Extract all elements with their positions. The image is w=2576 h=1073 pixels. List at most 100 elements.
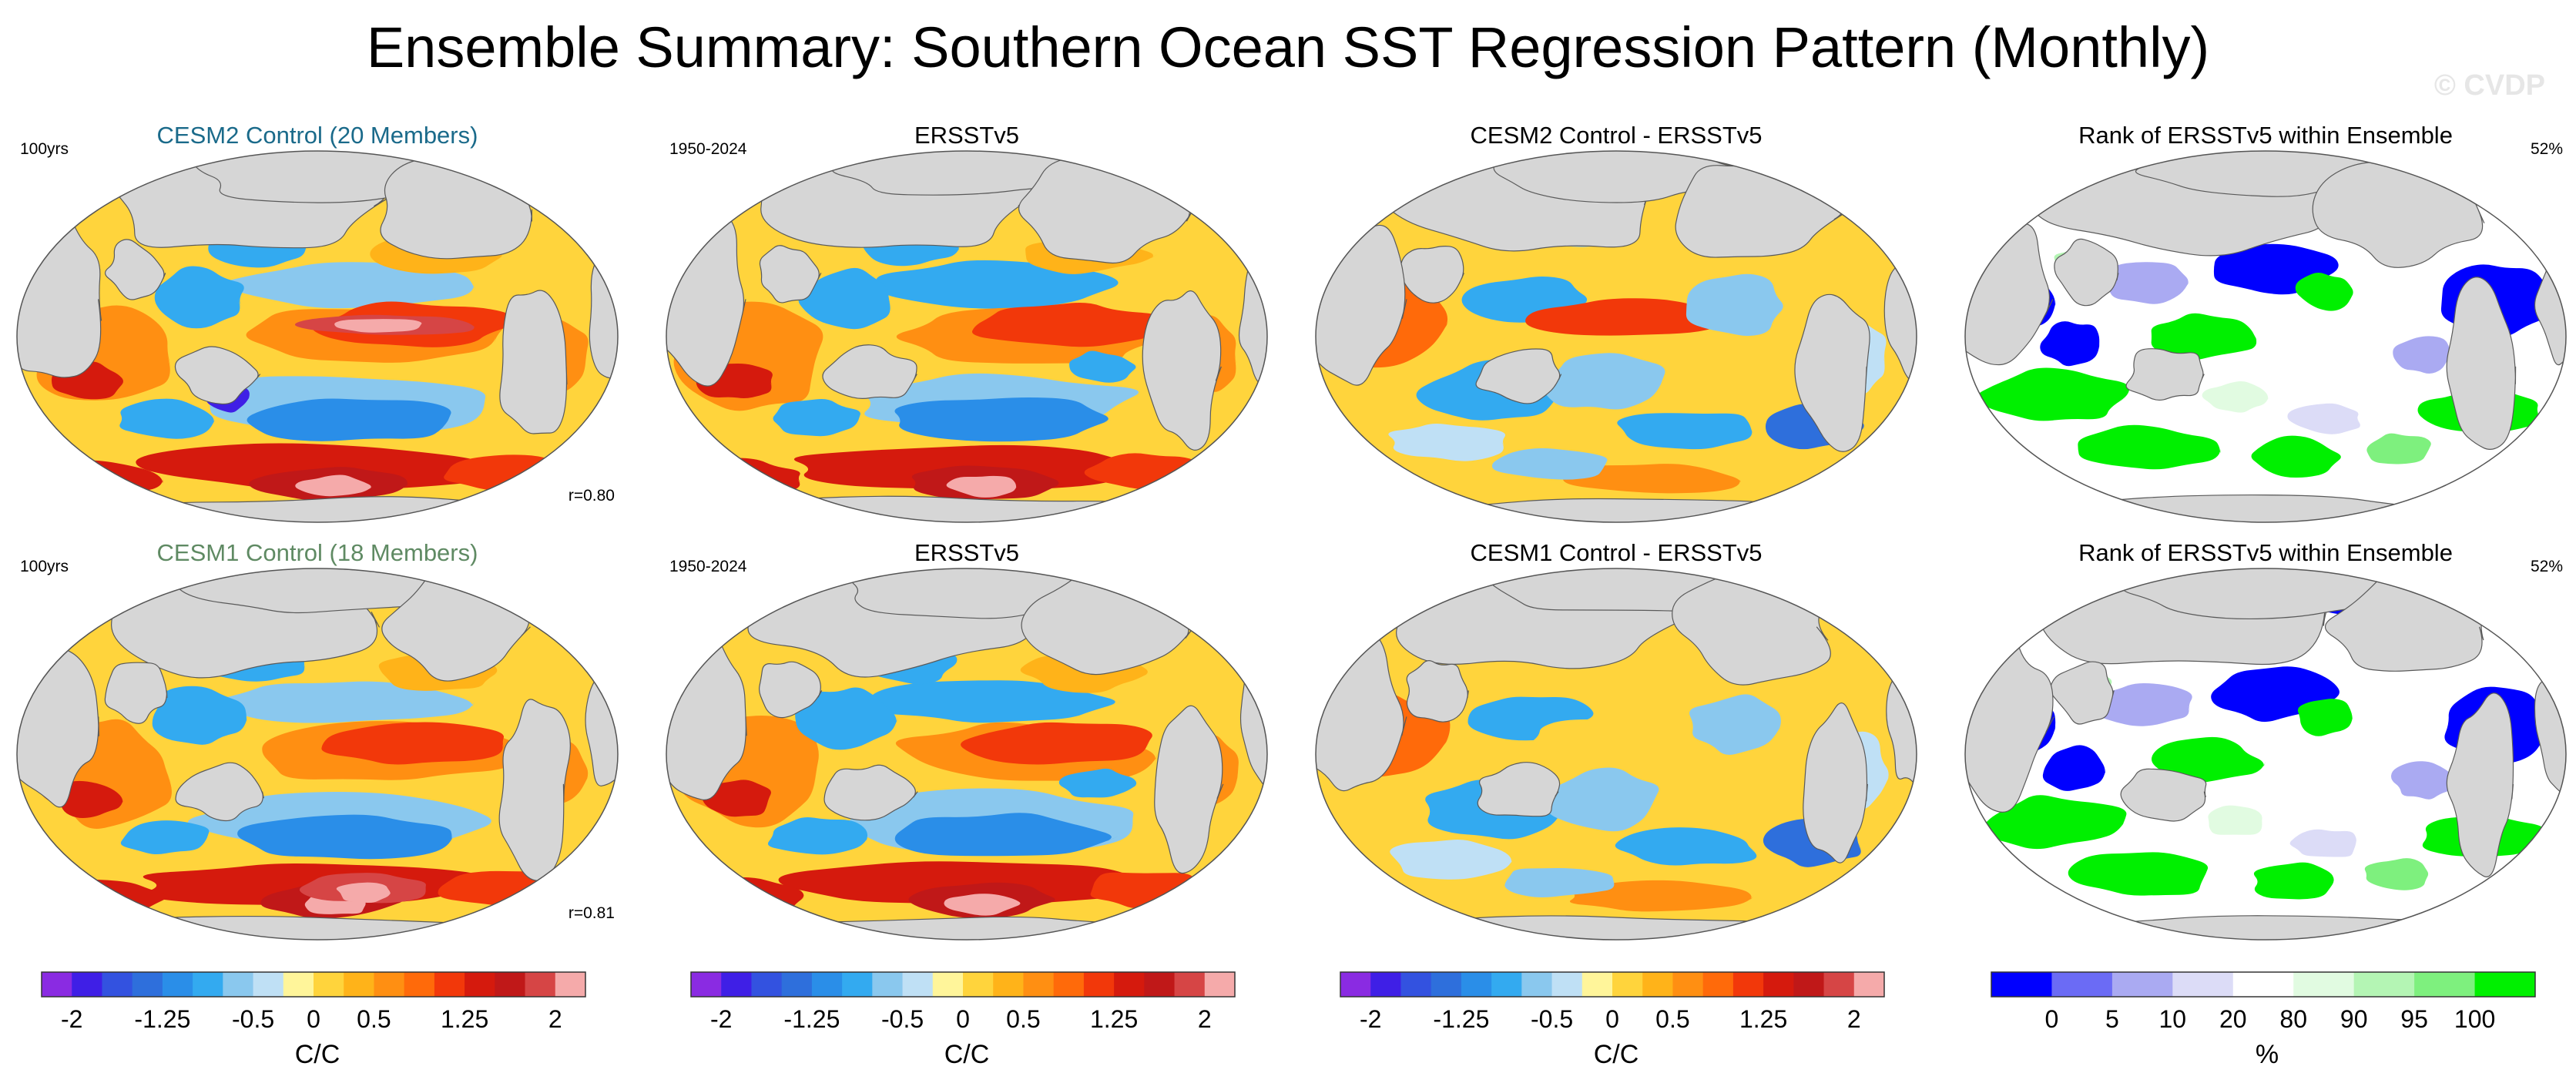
colorbar-frame xyxy=(1340,971,1885,998)
land-s-america xyxy=(1803,702,1868,863)
colorbar-swatch xyxy=(1083,972,1115,997)
field-contour xyxy=(2042,745,2106,791)
field-contour xyxy=(868,680,1124,723)
colorbar-tick-label: -0.5 xyxy=(232,1005,274,1033)
land-australia xyxy=(822,344,917,399)
colorbar-frame xyxy=(41,971,586,998)
colorbar-swatch xyxy=(1491,972,1522,997)
colorbar-tick-label: 0.5 xyxy=(1655,1005,1689,1033)
colorbar-tick-label: 80 xyxy=(2279,1005,2307,1033)
panel-r2-c3: CESM1 Control - ERSSTv5 xyxy=(1308,533,1924,949)
colorbar-swatch xyxy=(132,972,163,997)
field-contour xyxy=(1685,273,1786,337)
land-europe xyxy=(2515,591,2566,663)
field-contour xyxy=(1532,717,1712,753)
colorbar-swatch xyxy=(1823,972,1855,997)
field-contour xyxy=(2297,699,2353,736)
panel-r1-c4: Rank of ERSSTv5 within Ensemble 52% xyxy=(1957,116,2574,531)
land-antarctica xyxy=(2037,915,2531,940)
panel-r1-c3: CESM2 Control - ERSSTv5 xyxy=(1308,116,1924,531)
colorbar-swatch xyxy=(374,972,405,997)
cvdp-watermark: © CVDP xyxy=(2433,69,2545,102)
colorbar-swatch xyxy=(465,972,495,997)
field-contour xyxy=(1390,840,1513,880)
field-contour xyxy=(2152,736,2266,783)
field-contour xyxy=(136,443,502,491)
colorbar-swatch xyxy=(495,972,526,997)
field-contour xyxy=(2251,435,2344,478)
land-india xyxy=(104,239,166,300)
panel-period-label: 100yrs xyxy=(20,558,69,575)
field-contour xyxy=(798,267,891,330)
colorbar-tick-label: -2 xyxy=(61,1005,82,1033)
colorbar-swatch xyxy=(1642,972,1673,997)
land-europe xyxy=(2517,174,2566,250)
colorbar-swatch xyxy=(1581,972,1613,997)
colorbar-swatch xyxy=(1461,972,1492,997)
field-contour xyxy=(247,398,451,441)
land-australia xyxy=(174,346,261,405)
land-greenland xyxy=(2440,151,2503,189)
colorbar-tick-label: 0 xyxy=(307,1005,320,1033)
land-s-america xyxy=(2446,277,2517,450)
map-outline xyxy=(666,150,1268,523)
land-australia xyxy=(2125,348,2205,401)
field-contour xyxy=(2295,272,2354,311)
colorbar-units: C/C xyxy=(1593,1040,1639,1069)
colorbar-swatch xyxy=(2474,972,2536,997)
colorbar-swatch xyxy=(751,972,783,997)
colorbar-swatch xyxy=(555,972,586,997)
colorbar-1: -2 -1.25 -0.5 0 0.5 1.25 2 C/C xyxy=(40,969,595,1069)
colorbar-tick-label: 1.25 xyxy=(1739,1005,1787,1033)
colorbar-swatch xyxy=(1732,972,1764,997)
colorbar-swatch xyxy=(434,972,465,997)
panel-period-label: 1950-2024 xyxy=(669,140,747,158)
map-outline xyxy=(666,568,1268,941)
land-india xyxy=(2050,661,2115,725)
land-india xyxy=(2054,238,2119,307)
colorbar-graphic: -2 -1.25 -0.5 0 0.5 1.25 2 xyxy=(41,971,586,1033)
field-contour xyxy=(154,266,244,329)
field-contour xyxy=(56,780,123,819)
colorbar-tick-label: 1.25 xyxy=(441,1005,488,1033)
pattern-correlation-label: r=0.81 xyxy=(568,904,615,922)
field-contour xyxy=(295,474,373,497)
map-rank xyxy=(1964,568,2567,941)
colorbar-tick-label: -2 xyxy=(710,1005,732,1033)
field-contour xyxy=(971,303,1162,347)
panel-title: Rank of ERSSTv5 within Ensemble xyxy=(2078,539,2453,566)
map-outline xyxy=(1964,150,2567,523)
field-contour xyxy=(215,681,474,723)
land-antarctica xyxy=(710,495,1202,522)
land-s-america xyxy=(1142,290,1222,451)
field-contour xyxy=(778,861,1136,905)
colorbar-graphic: -2 -1.25 -0.5 0 0.5 1.25 2 xyxy=(690,971,1236,1033)
land-s-america xyxy=(1154,705,1224,874)
map-outline xyxy=(1315,568,1917,941)
colorbar-tick-label: -1.25 xyxy=(134,1005,190,1033)
panel-title: CESM2 Control (20 Members) xyxy=(156,122,478,149)
colorbar-tick-label: 0 xyxy=(1605,1005,1619,1033)
colorbar-swatch xyxy=(1702,972,1734,997)
land-australia xyxy=(1475,348,1562,404)
land-india xyxy=(759,245,822,303)
field-contour xyxy=(1617,413,1753,450)
land-india xyxy=(1406,660,1469,723)
colorbar-swatch xyxy=(1370,972,1401,997)
colorbar-swatch xyxy=(872,972,904,997)
panel-title: ERSSTv5 xyxy=(914,539,1020,566)
land-europe xyxy=(1220,177,1267,250)
panel-r2-c4: Rank of ERSSTv5 within Ensemble 52% xyxy=(1957,533,2574,949)
field-contour xyxy=(961,722,1152,765)
colorbar-swatch xyxy=(1521,972,1553,997)
field-contour xyxy=(2101,262,2190,304)
field-contour xyxy=(1981,795,2127,850)
colorbar-graphic: 0 5 10 20 80 90 95 100 xyxy=(1991,971,2536,1033)
land-greenland xyxy=(1136,151,1204,187)
land-antarctica xyxy=(1979,494,2524,522)
land-antarctica xyxy=(1378,915,1864,940)
colorbar-swatch xyxy=(932,972,964,997)
colorbar-swatch xyxy=(72,972,102,997)
colorbar-tick-label: 10 xyxy=(2159,1005,2187,1033)
colorbar-frame xyxy=(1991,971,2536,998)
